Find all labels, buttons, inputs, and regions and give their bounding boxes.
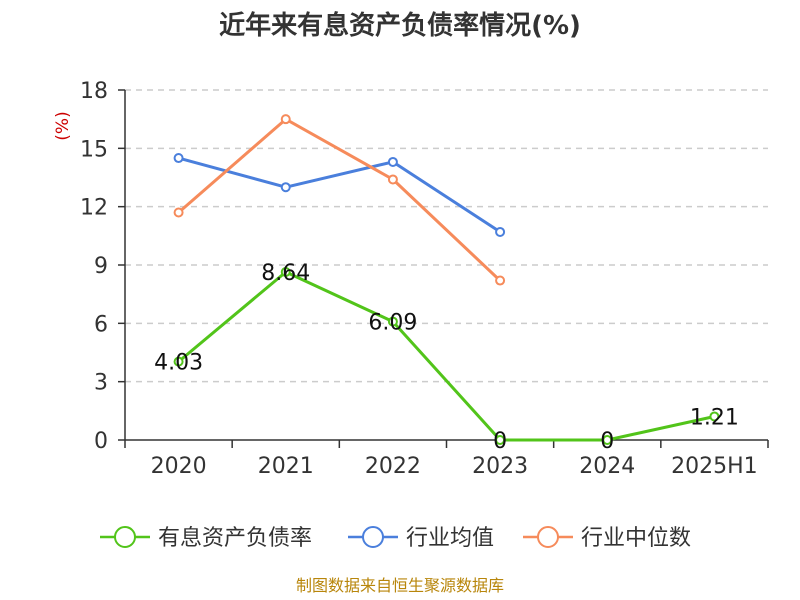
y-tick-label: 0 (94, 429, 108, 454)
x-tick-label: 2020 (151, 454, 207, 479)
y-tick-label: 9 (94, 254, 108, 279)
data-point (709, 411, 720, 422)
data-label: 6.09 (368, 311, 417, 336)
data-point (280, 182, 291, 193)
data-point (387, 174, 398, 185)
series-layer (173, 114, 720, 445)
series-line (178, 156, 501, 234)
data-point (387, 316, 398, 327)
series-line (177, 117, 502, 282)
x-tick-label: 2021 (258, 454, 314, 479)
data-point (602, 435, 613, 445)
y-axis-label: (%) (53, 111, 73, 140)
data-label: 0 (600, 429, 614, 454)
data-labels: 4.03 8.64 6.09 0 0 1.21 (154, 261, 739, 454)
legend-label: 有息资产负债率 (158, 526, 312, 551)
x-tick-label: 2024 (579, 454, 635, 479)
legend: 有息资产负债率 行业均值 行业中位数 (100, 526, 691, 551)
grid-lines (125, 89, 768, 383)
data-label: 4.03 (154, 351, 203, 376)
data-point (173, 207, 184, 218)
x-tick-label: 2025H1 (671, 454, 758, 479)
legend-label: 行业中位数 (581, 526, 691, 551)
x-tick-label: 2023 (472, 454, 528, 479)
y-tick-label: 18 (80, 79, 108, 104)
series-line (177, 270, 715, 442)
data-label: 0 (493, 429, 507, 454)
data-point (173, 153, 184, 164)
legend-label: 行业均值 (406, 526, 494, 551)
y-tick-label: 6 (94, 312, 108, 337)
y-tick-label: 3 (94, 371, 108, 396)
legend-marker (362, 526, 384, 548)
y-tick-label: 12 (80, 196, 108, 221)
data-point (387, 156, 398, 167)
data-point (173, 356, 184, 367)
source-note: 制图数据来自恒生聚源数据库 (296, 576, 504, 595)
data-label: 8.64 (261, 261, 310, 286)
axes: 0 3 6 9 12 15 18 2020 2021 2022 2023 2024 2025H1 (80, 79, 769, 479)
data-point (280, 267, 291, 277)
data-label: 1.21 (690, 405, 739, 430)
legend-marker (537, 526, 559, 548)
data-point (495, 275, 506, 286)
legend-marker (114, 526, 136, 548)
chart-title: 近年来有息资产负债率情况(%) (219, 10, 581, 41)
data-point (495, 435, 506, 445)
data-point (280, 114, 291, 125)
y-tick-label: 15 (80, 137, 108, 162)
data-point (495, 226, 506, 237)
x-tick-label: 2022 (365, 454, 421, 479)
